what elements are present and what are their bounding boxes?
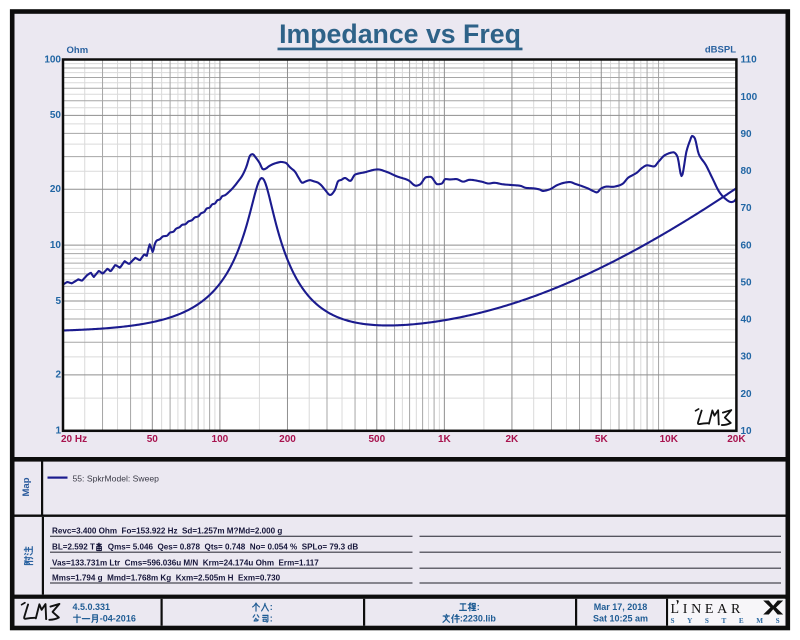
svg-text:60: 60 (741, 240, 753, 251)
svg-text:Map: Map (21, 477, 32, 496)
svg-text:-04-2016: -04-2016 (100, 614, 136, 624)
svg-text:1K: 1K (438, 434, 452, 445)
svg-text:Vas=133.731m Ltr Cms=596.036u: Vas=133.731m Ltr Cms=596.036u M/N Krm=24… (52, 559, 319, 568)
svg-text:Sat 10:25 am: Sat 10:25 am (593, 614, 648, 624)
svg-text:110: 110 (741, 55, 758, 66)
svg-text:4.5.0.331: 4.5.0.331 (73, 602, 111, 612)
svg-text:50: 50 (741, 278, 753, 289)
svg-text:40: 40 (741, 315, 753, 326)
svg-text:5: 5 (55, 296, 61, 307)
svg-text:100: 100 (44, 54, 61, 65)
svg-text:SYSTEMS: SYSTEMS (671, 617, 793, 625)
svg-text:20K: 20K (727, 434, 746, 445)
svg-text:dBSPL: dBSPL (705, 45, 736, 56)
svg-text:100: 100 (212, 434, 229, 445)
svg-text::: : (270, 614, 273, 624)
svg-text:2K: 2K (506, 434, 520, 445)
svg-text:Ohm: Ohm (67, 45, 89, 56)
svg-text:10: 10 (741, 426, 753, 437)
svg-text:Impedance vs Freq: Impedance vs Freq (279, 19, 521, 49)
svg-text:20 Hz: 20 Hz (61, 434, 87, 445)
svg-text:500: 500 (368, 434, 385, 445)
svg-text:100: 100 (741, 92, 758, 103)
svg-text::: : (477, 602, 480, 612)
svg-text:80: 80 (741, 166, 753, 177)
svg-text:Mms=1.794 g Mmd=1.768m Kg Kx: Mms=1.794 g Mmd=1.768m Kg Kxm=2.505m H E… (52, 573, 281, 582)
svg-text:20: 20 (50, 184, 62, 195)
svg-text:2: 2 (55, 370, 61, 381)
svg-text:LINEAR: LINEAR (671, 602, 745, 617)
svg-text:Mar 17, 2018: Mar 17, 2018 (594, 602, 648, 612)
svg-text:30: 30 (741, 352, 753, 363)
svg-text:BL=2.592 T: BL=2.592 T (52, 543, 95, 552)
svg-text:50: 50 (147, 434, 159, 445)
svg-text:20: 20 (741, 389, 753, 400)
svg-text:Revc=3.400 Ohm Fo=153.922 Hz: Revc=3.400 Ohm Fo=153.922 Hz Sd=1.257m M… (52, 527, 282, 536)
svg-text:10: 10 (50, 240, 62, 251)
svg-text:55: SpkrModel: Sweep: 55: SpkrModel: Sweep (73, 474, 160, 484)
svg-text:Qms= 5.046 Qes= 0.878 Qts= 0: Qms= 5.046 Qes= 0.878 Qts= 0.748 No= 0.0… (103, 543, 358, 552)
svg-text:5K: 5K (595, 434, 609, 445)
svg-text:1: 1 (55, 426, 61, 437)
svg-text::2230.lib: :2230.lib (460, 614, 497, 624)
svg-text:50: 50 (50, 110, 62, 121)
svg-text:200: 200 (279, 434, 296, 445)
svg-text:10K: 10K (660, 434, 679, 445)
svg-text::: : (270, 602, 273, 612)
svg-text:90: 90 (741, 129, 753, 140)
svg-text:70: 70 (741, 203, 753, 214)
